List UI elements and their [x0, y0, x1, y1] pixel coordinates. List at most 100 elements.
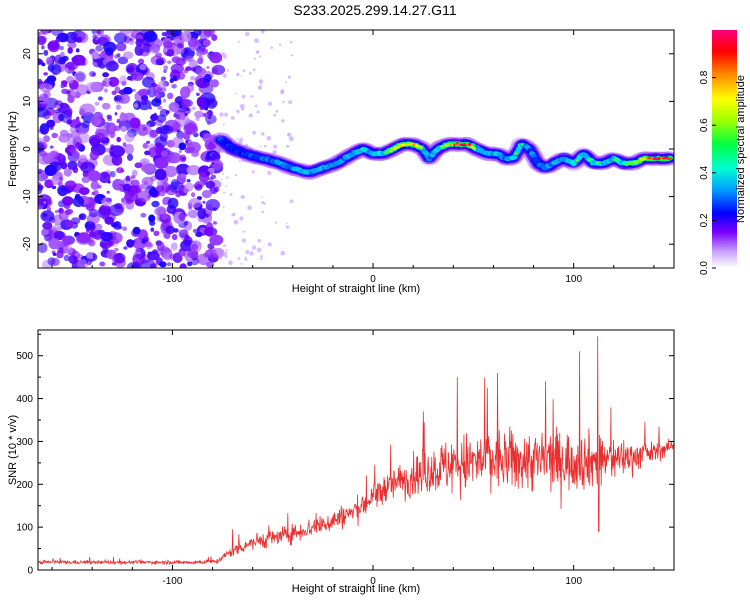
noise-blob	[81, 120, 90, 129]
snr-y-ticks: 0 100 200 300 400 500	[16, 333, 674, 577]
noise-blob	[154, 157, 169, 169]
noise-blob	[104, 216, 114, 225]
noise-blob	[191, 243, 199, 251]
noise-blob	[212, 207, 217, 211]
noise-blob	[180, 173, 187, 179]
noise-dot	[230, 116, 235, 120]
noise-dot	[242, 230, 245, 233]
noise-blob	[106, 240, 114, 247]
noise-dot	[286, 144, 290, 148]
noise-blob	[51, 174, 60, 185]
noise-blob	[170, 179, 180, 190]
noise-dot	[286, 222, 288, 225]
noise-blob	[208, 252, 219, 263]
noise-blob	[181, 30, 192, 42]
noise-blob	[136, 124, 152, 136]
noise-blob	[196, 92, 200, 97]
noise-blob	[203, 30, 215, 37]
snr-frame	[37, 329, 675, 571]
noise-dot	[238, 140, 243, 145]
noise-blob	[67, 118, 73, 125]
noise-blob	[118, 179, 125, 184]
noise-blob	[159, 40, 164, 45]
noise-blob	[167, 60, 172, 64]
noise-blob	[160, 77, 166, 82]
noise-blob	[191, 106, 196, 110]
x-tick-label: -100	[162, 274, 182, 285]
noise-blob	[81, 176, 91, 184]
snr-y-tick-label: 200	[16, 480, 33, 491]
noise-dot	[289, 136, 294, 142]
noise-blob	[126, 64, 135, 73]
noise-dot	[273, 113, 277, 117]
noise-blob	[61, 196, 74, 206]
noise-blob	[86, 251, 94, 260]
noise-blob	[183, 188, 189, 193]
noise-blob	[54, 223, 60, 230]
noise-blob	[123, 246, 128, 250]
noise-dot	[240, 194, 245, 200]
noise-blob	[41, 45, 45, 50]
noise-blob	[141, 238, 147, 243]
noise-blob	[146, 140, 151, 144]
noise-blob	[76, 129, 80, 133]
noise-blob	[139, 183, 146, 190]
noise-blob	[88, 208, 99, 218]
noise-blob	[92, 34, 98, 39]
noise-dot	[224, 255, 228, 259]
noise-blob	[167, 262, 172, 267]
noise-blob	[156, 179, 164, 187]
noise-blob	[210, 171, 214, 175]
noise-blob	[135, 38, 144, 47]
noise-blob	[77, 258, 88, 268]
noise-blob	[67, 47, 73, 54]
noise-blob	[86, 227, 90, 232]
noise-dot	[254, 104, 258, 108]
noise-blob	[185, 55, 194, 62]
noise-blob	[54, 209, 59, 214]
noise-blob	[119, 113, 129, 122]
heatmap-ridge	[210, 132, 674, 180]
noise-blob	[187, 37, 198, 48]
noise-blob	[78, 154, 88, 163]
noise-blob	[178, 149, 182, 154]
y-tick-label: -20	[22, 237, 33, 252]
noise-blob	[166, 30, 176, 36]
noise-blob	[39, 83, 53, 93]
noise-dot	[236, 109, 240, 114]
noise-blob	[81, 115, 84, 119]
noise-blob	[142, 142, 149, 149]
noise-blob	[145, 241, 152, 248]
noise-dot	[226, 176, 229, 179]
y-tick-label: 20	[22, 48, 33, 60]
noise-blob	[143, 30, 158, 43]
noise-blob	[161, 87, 167, 92]
heatmap-y-ticks: -20 -10 0 10 20	[22, 48, 674, 252]
noise-blob	[155, 93, 160, 99]
noise-blob	[111, 262, 117, 266]
noise-blob	[201, 190, 212, 199]
noise-blob	[75, 116, 80, 122]
noise-blob	[166, 153, 178, 164]
noise-blob	[204, 227, 214, 237]
noise-blob	[95, 30, 102, 35]
noise-blob	[57, 181, 63, 187]
noise-blob	[74, 231, 79, 236]
noise-dot	[218, 256, 223, 260]
noise-blob	[115, 104, 122, 110]
noise-blob	[203, 112, 210, 118]
noise-blob	[106, 190, 110, 194]
noise-dot	[252, 68, 256, 72]
heatmap-x-ticks: -100 0 100	[51, 30, 655, 285]
noise-blob	[43, 201, 47, 204]
noise-blob	[90, 180, 100, 190]
colorbar-tick-label: 0.0	[699, 261, 710, 275]
heatmap-y-label: Frequency (Hz)	[7, 111, 19, 187]
noise-blob	[196, 50, 204, 57]
noise-blob	[131, 71, 144, 81]
noise-blob	[131, 169, 138, 177]
noise-dot	[238, 159, 242, 162]
noise-dot	[260, 30, 265, 34]
noise-blob	[181, 156, 186, 161]
